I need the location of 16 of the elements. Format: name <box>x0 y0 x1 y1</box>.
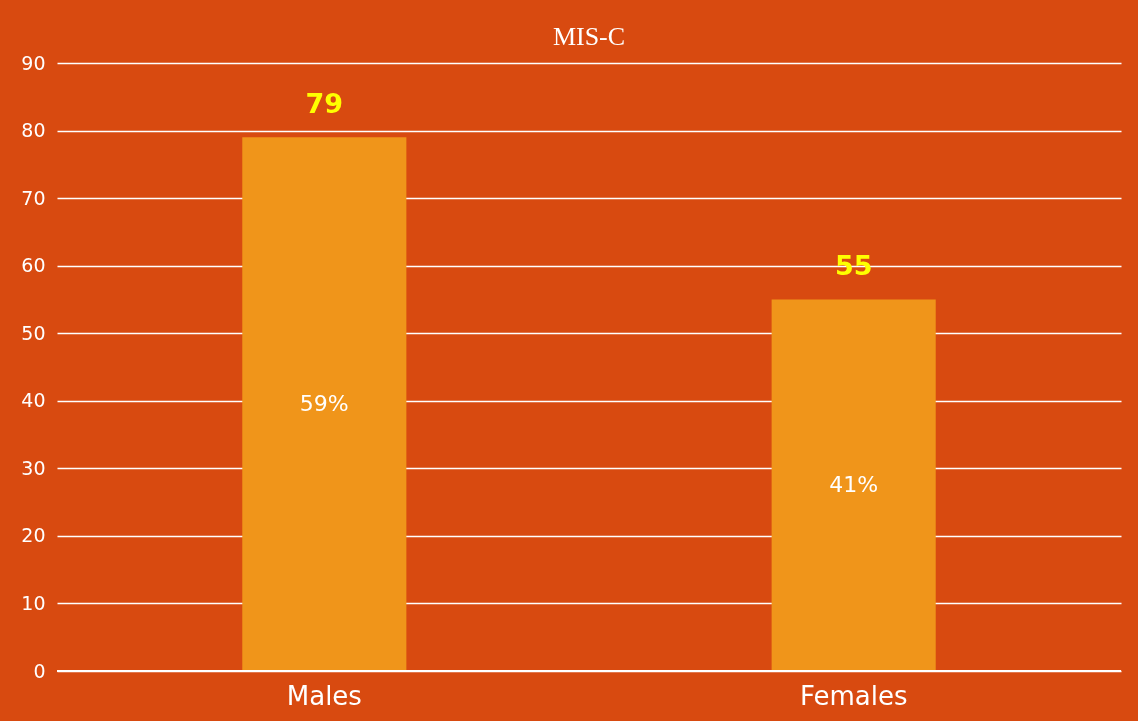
y-tick-label: 70 <box>21 186 46 209</box>
y-tick-label: 10 <box>21 591 46 614</box>
annotation: 41% <box>829 472 879 498</box>
chart-title: MIS-C <box>552 22 626 51</box>
y-tick-label: 60 <box>21 254 46 277</box>
y-tick-label: 40 <box>21 389 46 412</box>
y-tick-label: 80 <box>21 119 46 142</box>
y-tick-label: 20 <box>21 524 46 547</box>
y-tick-label: 0 <box>33 659 46 682</box>
data-label: 79 <box>305 88 344 120</box>
y-tick-label: 90 <box>21 51 46 74</box>
y-tick-label: 50 <box>21 321 46 344</box>
annotation: 59% <box>299 391 349 417</box>
x-tick-label: Males <box>286 680 362 711</box>
y-tick-label: 30 <box>21 456 46 479</box>
x-tick-label: Females <box>799 680 908 711</box>
